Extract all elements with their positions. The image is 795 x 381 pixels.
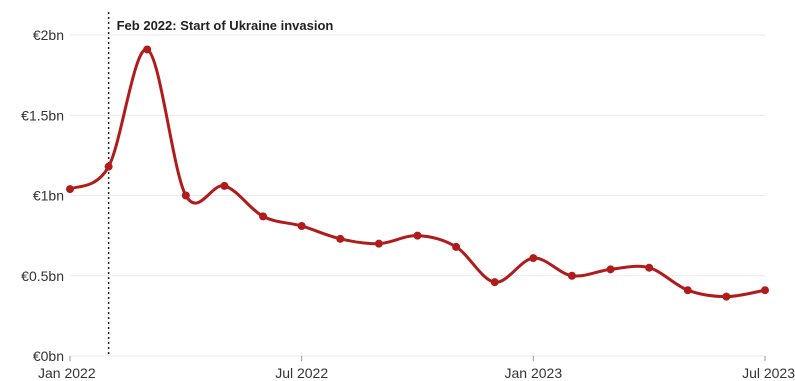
data-point bbox=[529, 254, 538, 263]
data-point bbox=[66, 185, 74, 194]
data-point bbox=[336, 234, 345, 243]
gridlines bbox=[70, 34, 765, 357]
data-point bbox=[220, 181, 229, 190]
data-point bbox=[722, 292, 731, 301]
data-point bbox=[761, 286, 769, 295]
y-tick-label: €0.5bn bbox=[21, 268, 64, 284]
x-tick-label: Jan 2023 bbox=[505, 365, 563, 381]
series bbox=[66, 45, 769, 301]
y-axis: €0bn €0.5bn €1bn €1.5bn €2bn bbox=[21, 27, 64, 364]
annotation: Feb 2022: Start of Ukraine invasion bbox=[107, 12, 334, 356]
data-point bbox=[567, 271, 576, 280]
series-line bbox=[68, 47, 767, 299]
x-tick-label: Jul 2022 bbox=[275, 365, 328, 381]
annotation-label: Feb 2022: Start of Ukraine invasion bbox=[117, 18, 334, 33]
data-point bbox=[297, 221, 306, 230]
data-point bbox=[143, 45, 152, 54]
y-tick-label: €1bn bbox=[33, 188, 64, 204]
data-point bbox=[606, 265, 615, 274]
data-point bbox=[259, 212, 268, 221]
y-tick-label: €0bn bbox=[33, 348, 64, 364]
data-point bbox=[645, 263, 654, 272]
x-axis: Jan 2022 Jul 2022 Jan 2023 Jul 2023 bbox=[38, 356, 795, 381]
data-point bbox=[413, 231, 422, 240]
data-point bbox=[374, 239, 383, 248]
data-point bbox=[490, 278, 499, 287]
data-point bbox=[181, 191, 190, 200]
y-tick-label: €2bn bbox=[33, 27, 64, 43]
y-tick-label: €1.5bn bbox=[21, 107, 64, 123]
x-tick-label: Jul 2023 bbox=[742, 365, 795, 381]
x-tick-label: Jan 2022 bbox=[38, 365, 96, 381]
data-point bbox=[452, 242, 461, 251]
data-point bbox=[683, 286, 692, 295]
data-point bbox=[104, 162, 113, 171]
